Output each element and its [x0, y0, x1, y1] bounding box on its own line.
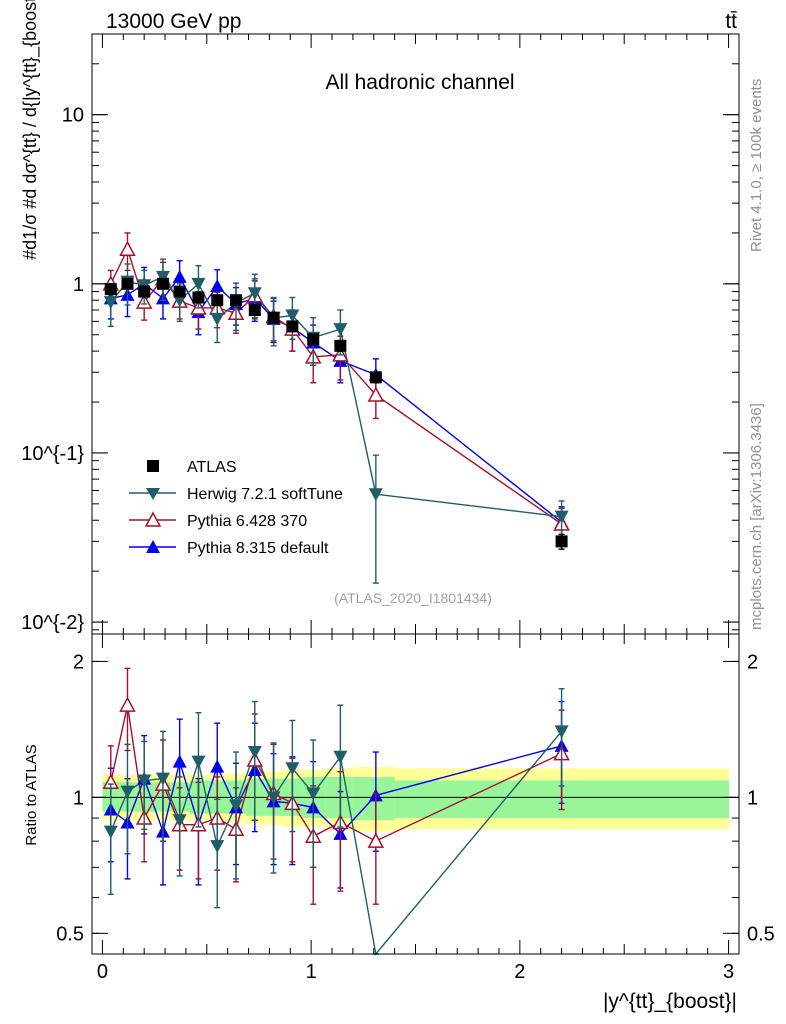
ratio-point-herwig-7-2-1-softtune — [191, 755, 206, 769]
ratio-point-herwig-7-2-1-softtune — [554, 725, 569, 739]
main-point-atlas — [369, 371, 382, 384]
legend-label-herwig: Herwig 7.2.1 softTune — [187, 486, 343, 503]
legend-entry-herwig: Herwig 7.2.1 softTune — [129, 486, 343, 503]
legend-label-atlas: ATLAS — [187, 459, 237, 476]
legend-marker-pythia8 — [146, 540, 160, 553]
main-point-herwig-7-2-1-softtune — [368, 488, 383, 502]
ratio-ytick-label-right: 0.5 — [747, 923, 775, 945]
main-point-herwig-7-2-1-softtune — [554, 510, 569, 524]
ratio-point-herwig-7-2-1-softtune — [172, 814, 187, 828]
main-point-atlas — [156, 277, 169, 290]
ratio-point-pythia-8-315-default — [210, 759, 225, 773]
main-point-atlas — [267, 311, 280, 324]
legend-marker-herwig — [146, 488, 160, 500]
main-point-herwig-7-2-1-softtune — [247, 287, 262, 301]
x-axis-label: |y^{tt}_{boost}| — [603, 990, 737, 1013]
xtick-label: 1 — [306, 961, 317, 983]
main-point-atlas — [248, 304, 261, 317]
ratio-point-pythia-8-315-default — [172, 754, 187, 768]
legend-label-pythia8: Pythia 8.315 default — [187, 540, 329, 557]
ratio-point-herwig-7-2-1-softtune — [285, 762, 300, 776]
main-line-herwig-7-2-1-softtune — [110, 275, 562, 518]
main-point-atlas — [138, 285, 151, 298]
ratio-ytick-label: 0.5 — [56, 923, 84, 945]
main-point-atlas — [286, 320, 299, 333]
ratio-point-herwig-7-2-1-softtune — [210, 840, 225, 854]
main-point-herwig-7-2-1-softtune — [285, 309, 300, 323]
legend-label-pythia6: Pythia 6.428 370 — [187, 513, 307, 530]
main-point-atlas — [104, 283, 117, 296]
main-point-herwig-7-2-1-softtune — [103, 296, 118, 310]
analysis-watermark: (ATLAS_2020_I1801434) — [334, 590, 492, 606]
y-axis-label-main: #d1/σ #d dσ^{tt} / d{|y^{tt}_{boost}|} — [20, 0, 41, 260]
main-panel: All hadronic channel (ATLAS_2020_I180143… — [20, 0, 740, 635]
main-point-atlas — [334, 339, 347, 352]
main-point-pythia-6-428-370 — [367, 386, 385, 402]
legend-marker-pythia6 — [144, 511, 162, 527]
main-point-atlas — [555, 535, 568, 548]
main-ytick-label: 1 — [73, 274, 84, 296]
xtick-label: 3 — [723, 961, 734, 983]
ratio-ytick-label-right: 2 — [747, 651, 758, 673]
y-axis-label-ratio: Ratio to ATLAS — [23, 744, 40, 845]
chart-title: All hadronic channel — [325, 71, 514, 94]
ratio-panel: Ratio to ATLAS 0.5 0.5 1 1 2 2 0 1 2 3 — [23, 633, 775, 983]
mcplots-label: mcplots.cern.ch [arXiv:1306.3436] — [748, 403, 765, 630]
main-point-pythia-8-315-default — [210, 279, 225, 293]
ratio-ytick-label-right: 1 — [747, 787, 758, 809]
rivet-version-label: Rivet 4.1.0, ≥ 100k events — [748, 79, 765, 252]
main-point-atlas — [211, 294, 224, 307]
ratio-ytick-label: 2 — [73, 651, 84, 673]
ratio-ytick-label: 1 — [73, 787, 84, 809]
main-point-herwig-7-2-1-softtune — [191, 277, 206, 291]
main-point-pythia-6-428-370 — [119, 240, 136, 257]
ratio-point-herwig-7-2-1-softtune — [137, 774, 152, 788]
main-ytick-label: 10 — [62, 105, 84, 127]
main-point-atlas — [173, 285, 186, 298]
process-label: tt̄ — [725, 10, 737, 33]
xtick-label: 2 — [514, 961, 525, 983]
xtick-label: 0 — [97, 961, 108, 983]
main-ytick-label: 10^{-1} — [21, 443, 84, 465]
ratio-point-herwig-7-2-1-softtune — [229, 799, 244, 813]
ratio-point-herwig-7-2-1-softtune — [266, 791, 281, 805]
ratio-point-pythia-6-428-370 — [119, 696, 136, 712]
legend-entry-atlas: ATLAS — [147, 459, 237, 476]
ratio-frame — [91, 633, 740, 955]
ratio-point-herwig-7-2-1-softtune — [247, 746, 262, 760]
ratio-point-herwig-7-2-1-softtune — [103, 825, 118, 839]
legend-entry-pythia8: Pythia 8.315 default — [129, 540, 329, 557]
main-point-pythia-8-315-default — [172, 269, 187, 283]
main-point-atlas — [307, 333, 320, 346]
ratio-point-herwig-7-2-1-softtune — [306, 787, 321, 801]
main-ytick-label: 10^{-2} — [21, 612, 84, 634]
main-point-atlas — [121, 277, 134, 290]
energy-label: 13000 GeV pp — [106, 10, 241, 33]
legend-entry-pythia6: Pythia 6.428 370 — [129, 511, 307, 530]
main-point-atlas — [230, 294, 243, 307]
main-point-herwig-7-2-1-softtune — [155, 270, 170, 284]
ratio-point-herwig-7-2-1-softtune — [333, 750, 348, 764]
ratio-point-herwig-7-2-1-softtune — [155, 772, 170, 786]
main-point-herwig-7-2-1-softtune — [210, 312, 225, 326]
ratio-point-pythia-6-428-370 — [367, 832, 385, 848]
main-point-atlas — [192, 291, 205, 304]
main-point-herwig-7-2-1-softtune — [333, 323, 348, 337]
legend: ATLAS Herwig 7.2.1 softTune Pythia 6.428… — [129, 459, 343, 557]
ratio-point-herwig-7-2-1-softtune — [120, 785, 135, 799]
legend-marker-atlas — [147, 460, 159, 472]
